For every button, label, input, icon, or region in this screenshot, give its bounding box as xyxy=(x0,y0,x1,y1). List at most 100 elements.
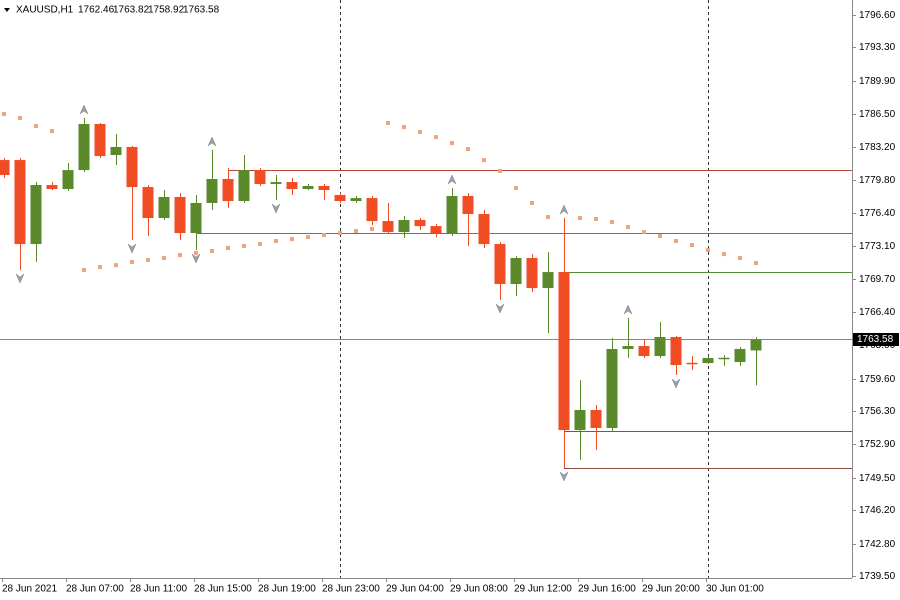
candle-body xyxy=(206,179,218,203)
candle-body xyxy=(14,160,26,245)
header-high: 1763.82 xyxy=(113,5,150,16)
candle-body xyxy=(0,160,10,175)
sar-dot xyxy=(482,158,486,163)
sar-dot xyxy=(194,250,198,255)
candle-body xyxy=(638,346,650,357)
sar-dot xyxy=(178,253,182,258)
candle-body xyxy=(734,348,746,363)
fractal-up xyxy=(623,304,633,315)
fractal-up xyxy=(559,204,569,215)
candle-body xyxy=(126,146,138,188)
sar-dot xyxy=(322,233,326,238)
fractal-up xyxy=(79,104,89,115)
sar-dot xyxy=(738,256,742,261)
candle-body xyxy=(382,221,394,233)
fractal-down xyxy=(671,378,681,389)
candle-body xyxy=(94,123,106,157)
sar-dot xyxy=(34,124,38,129)
x-tick-label: 28 Jun 23:00 xyxy=(322,584,380,595)
y-tick-label: 1779.80 xyxy=(859,175,896,186)
candle-body xyxy=(590,409,602,428)
y-tick-label: 1769.70 xyxy=(859,274,896,285)
candle-body xyxy=(670,336,682,365)
sar-dot xyxy=(338,231,342,236)
fractal-down xyxy=(271,203,281,214)
candle-body xyxy=(478,213,490,245)
sar-dot xyxy=(722,252,726,257)
candle-body xyxy=(414,219,426,227)
fractal-down xyxy=(495,303,505,314)
candle-body xyxy=(526,258,538,289)
sar-dot xyxy=(466,147,470,152)
y-tick-label: 1766.40 xyxy=(859,307,896,318)
plot-area xyxy=(0,0,852,578)
sar-dot xyxy=(690,243,694,248)
sar-dot xyxy=(418,130,422,135)
sar-dot xyxy=(18,115,22,120)
candle-body xyxy=(702,358,714,364)
candle-body xyxy=(190,202,202,234)
candle-body xyxy=(446,196,458,234)
candle-body xyxy=(46,185,58,190)
y-tick-label: 1752.90 xyxy=(859,439,896,450)
candle-body xyxy=(302,185,314,190)
candle-body xyxy=(494,244,506,285)
menu-icon xyxy=(4,8,10,12)
sar-dot xyxy=(674,239,678,244)
x-tick-label: 29 Jun 12:00 xyxy=(514,584,572,595)
y-tick-label: 1739.50 xyxy=(859,571,896,582)
x-tick-label: 28 Jun 19:00 xyxy=(258,584,316,595)
candle-body xyxy=(398,219,410,233)
candle-body xyxy=(542,272,554,289)
y-tick-label: 1776.40 xyxy=(859,208,896,219)
candle-body xyxy=(574,409,586,431)
sar-dot xyxy=(434,135,438,140)
y-tick-label: 1773.10 xyxy=(859,241,896,252)
candle-body xyxy=(286,182,298,190)
current-price-tag xyxy=(853,333,899,346)
sar-dot xyxy=(626,225,630,230)
sar-dot xyxy=(610,220,614,225)
sar-dot xyxy=(50,129,54,134)
chart-header: XAUUSD,H1 1762.46 1763.82 1758.92 1763.5… xyxy=(4,5,220,16)
sar-dot xyxy=(82,267,86,272)
sar-dot xyxy=(114,263,118,268)
candle-body xyxy=(750,339,762,351)
sar-dot xyxy=(594,216,598,221)
candle-body xyxy=(558,272,570,431)
sar-dot xyxy=(226,245,230,250)
x-tick-label: 30 Jun 01:00 xyxy=(706,584,764,595)
candle-body xyxy=(62,170,74,190)
candle-body xyxy=(174,196,186,234)
candle-body xyxy=(270,182,282,185)
candle-body xyxy=(510,258,522,285)
sar-dot xyxy=(642,230,646,235)
fractal-down xyxy=(191,253,201,264)
sar-dot xyxy=(546,215,550,220)
sar-dot xyxy=(306,235,310,240)
sar-dot xyxy=(274,239,278,244)
y-tick-label: 1789.90 xyxy=(859,76,896,87)
y-tick-label: 1746.20 xyxy=(859,505,896,516)
current-price-label: 1763.58 xyxy=(857,334,894,345)
y-tick-label: 1783.20 xyxy=(859,142,896,153)
fractal-down xyxy=(15,273,25,284)
sar-dot xyxy=(658,233,662,238)
y-tick-label: 1742.80 xyxy=(859,539,896,550)
sar-dot xyxy=(754,261,758,266)
candle-body xyxy=(238,170,250,202)
candle-body xyxy=(606,348,618,428)
x-tick-label: 29 Jun 20:00 xyxy=(642,584,700,595)
x-tick-label: 29 Jun 16:00 xyxy=(578,584,636,595)
candle-body xyxy=(366,198,378,222)
fractal-down xyxy=(127,243,137,254)
sar-dot xyxy=(242,244,246,249)
candle-body xyxy=(30,185,42,245)
x-tick-label: 28 Jun 11:00 xyxy=(130,584,188,595)
x-tick-label: 28 Jun 2021 xyxy=(2,584,57,595)
x-tick-label: 28 Jun 07:00 xyxy=(66,584,124,595)
sar-dot xyxy=(578,216,582,221)
y-tick-label: 1793.30 xyxy=(859,42,896,53)
